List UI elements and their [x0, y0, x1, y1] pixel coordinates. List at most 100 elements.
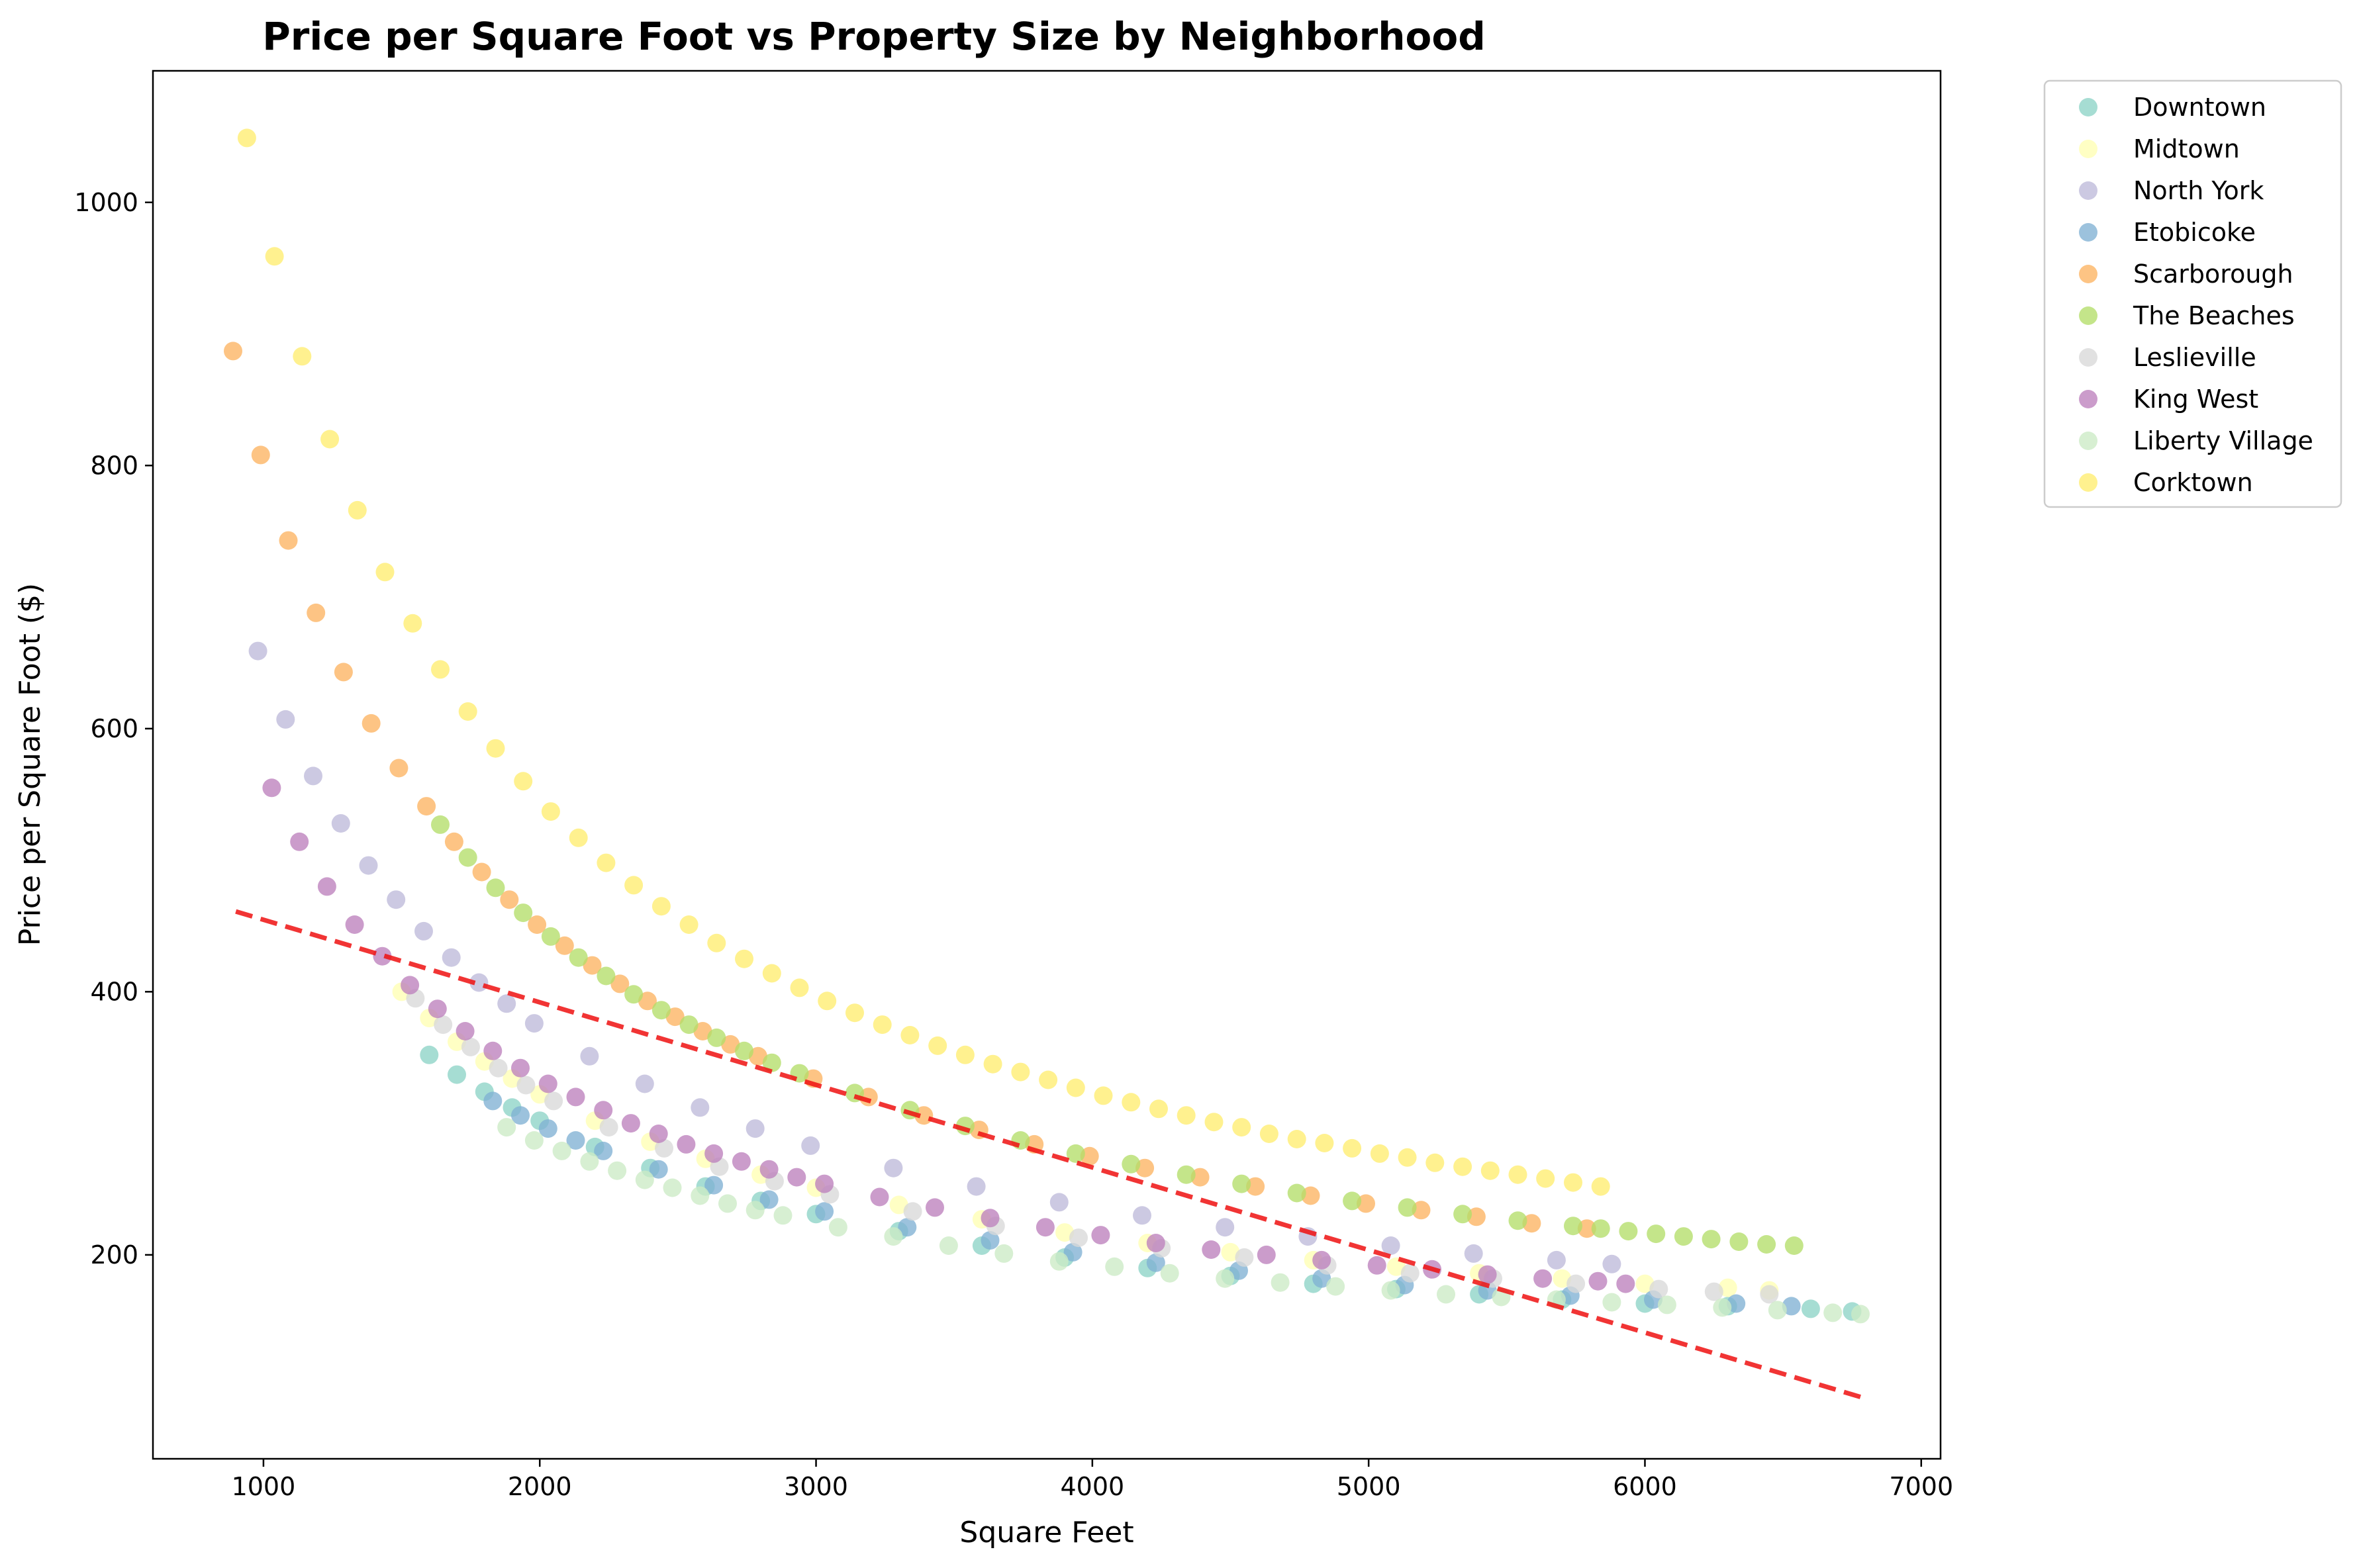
data-point	[497, 1118, 516, 1137]
data-point	[1412, 1201, 1431, 1220]
legend-frame	[2043, 79, 2342, 508]
data-point	[1508, 1165, 1527, 1184]
data-point	[511, 1106, 530, 1125]
data-point	[1425, 1153, 1445, 1172]
data-point	[1257, 1245, 1276, 1264]
data-point	[1478, 1265, 1497, 1284]
data-point	[1729, 1232, 1749, 1251]
data-point	[1400, 1264, 1420, 1283]
data-point	[955, 1117, 975, 1136]
legend-item: Downtown	[2079, 93, 2266, 122]
legend-label: Scarborough	[2133, 259, 2293, 289]
data-point	[414, 921, 433, 941]
data-point	[624, 985, 644, 1004]
data-point	[735, 1041, 753, 1060]
data-point	[873, 1015, 892, 1035]
data-point	[638, 992, 657, 1011]
data-point	[651, 1001, 671, 1020]
data-point	[1566, 1274, 1586, 1293]
legend-label: The Beaches	[2133, 301, 2295, 330]
data-point	[1080, 1146, 1099, 1166]
data-point	[1381, 1236, 1400, 1255]
series-liberty-village	[497, 1118, 1870, 1324]
data-point	[248, 641, 267, 661]
data-point	[1768, 1301, 1787, 1320]
legend-item: Midtown	[2079, 134, 2240, 163]
data-point	[759, 1160, 779, 1179]
data-point	[348, 500, 367, 520]
data-point	[983, 1054, 1002, 1074]
data-point	[265, 247, 284, 266]
data-point	[900, 1026, 920, 1044]
data-point	[981, 1209, 1000, 1228]
data-point	[707, 933, 726, 952]
data-point	[497, 994, 516, 1013]
legend-label: Liberty Village	[2133, 426, 2313, 455]
data-point	[417, 797, 436, 816]
data-point	[787, 1168, 806, 1187]
data-point	[389, 759, 409, 778]
data-point	[1564, 1217, 1582, 1236]
data-point	[544, 1091, 563, 1111]
legend-marker	[2079, 265, 2097, 283]
data-point	[635, 1074, 654, 1093]
x-axis-ticks: 1000 2000 3000 4000 5000 6000 7000	[232, 1459, 1953, 1501]
data-point	[1619, 1222, 1638, 1241]
data-point	[1453, 1157, 1472, 1176]
legend-marker	[2079, 223, 2097, 242]
data-point	[981, 1231, 1000, 1250]
data-point	[1149, 1099, 1168, 1119]
data-point	[1312, 1250, 1331, 1269]
data-point	[1177, 1165, 1196, 1184]
data-point	[1713, 1298, 1732, 1317]
data-point	[1343, 1138, 1362, 1158]
data-point	[649, 1125, 668, 1143]
data-point	[1011, 1062, 1030, 1082]
data-point	[1801, 1299, 1820, 1318]
data-point	[1204, 1113, 1224, 1132]
data-point	[1649, 1279, 1668, 1299]
data-point	[472, 862, 491, 882]
data-point	[331, 814, 350, 833]
x-axis-label: Square Feet	[959, 1516, 1133, 1549]
data-point	[444, 832, 463, 851]
data-point	[815, 1174, 834, 1193]
data-point	[691, 1186, 710, 1205]
data-point	[1564, 1173, 1582, 1192]
x-tick-label: 5000	[1337, 1472, 1401, 1501]
data-point	[597, 966, 616, 986]
data-point	[486, 739, 505, 758]
data-point	[276, 710, 295, 729]
legend-marker	[2079, 348, 2097, 367]
data-point	[1063, 1242, 1083, 1262]
x-tick-label: 6000	[1613, 1472, 1677, 1501]
legend-label: Downtown	[2133, 93, 2266, 122]
legend-item: Liberty Village	[2079, 426, 2313, 455]
data-point	[928, 1036, 947, 1055]
legend-item: Corktown	[2079, 468, 2253, 497]
data-point	[815, 1202, 834, 1221]
data-point	[428, 999, 447, 1019]
data-point	[762, 1053, 781, 1072]
data-point	[665, 1007, 685, 1027]
data-point	[1246, 1177, 1265, 1196]
legend-item: Etobicoke	[2079, 218, 2256, 247]
data-point	[967, 1177, 986, 1196]
data-point	[1049, 1252, 1069, 1271]
data-point	[1367, 1256, 1386, 1275]
data-point	[1066, 1144, 1085, 1163]
data-point	[359, 856, 378, 875]
data-point	[621, 1114, 640, 1133]
data-point	[1122, 1154, 1141, 1174]
data-point	[1480, 1161, 1500, 1180]
data-point	[1591, 1219, 1610, 1238]
data-point	[1177, 1106, 1196, 1125]
data-point	[1437, 1285, 1455, 1304]
data-point	[1591, 1177, 1610, 1196]
data-point	[1287, 1130, 1306, 1148]
data-point	[677, 1134, 696, 1154]
legend-item: The Beaches	[2079, 301, 2295, 330]
data-point	[401, 976, 420, 995]
data-point	[845, 1003, 864, 1023]
